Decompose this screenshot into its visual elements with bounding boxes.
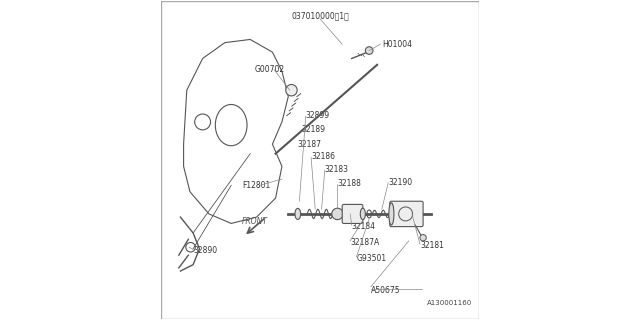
Text: 32184: 32184: [352, 222, 376, 231]
Text: 32187A: 32187A: [350, 238, 380, 247]
Text: 037010000（1）: 037010000（1）: [291, 11, 349, 20]
Text: A130001160: A130001160: [427, 300, 472, 306]
Text: F12801: F12801: [243, 181, 271, 190]
Text: 32899: 32899: [306, 111, 330, 120]
Circle shape: [365, 47, 373, 54]
Text: 32190: 32190: [388, 178, 412, 187]
Ellipse shape: [360, 208, 365, 220]
Text: 32187: 32187: [297, 140, 321, 148]
Circle shape: [420, 235, 426, 241]
Circle shape: [332, 208, 343, 220]
Text: 32188: 32188: [337, 179, 362, 188]
Text: 32181: 32181: [420, 241, 444, 250]
FancyBboxPatch shape: [390, 201, 423, 227]
Text: H01004: H01004: [382, 40, 412, 49]
Text: FRONT: FRONT: [242, 217, 268, 226]
Text: 32189: 32189: [301, 125, 325, 134]
Text: A50675: A50675: [371, 285, 401, 295]
Text: 32183: 32183: [324, 165, 349, 174]
Text: G00702: G00702: [255, 65, 285, 74]
Text: 32890: 32890: [193, 246, 217, 255]
Ellipse shape: [389, 203, 394, 225]
FancyBboxPatch shape: [342, 204, 363, 223]
Circle shape: [285, 84, 297, 96]
Text: G93501: G93501: [356, 254, 387, 263]
Text: 32186: 32186: [311, 152, 335, 161]
Ellipse shape: [295, 208, 301, 220]
